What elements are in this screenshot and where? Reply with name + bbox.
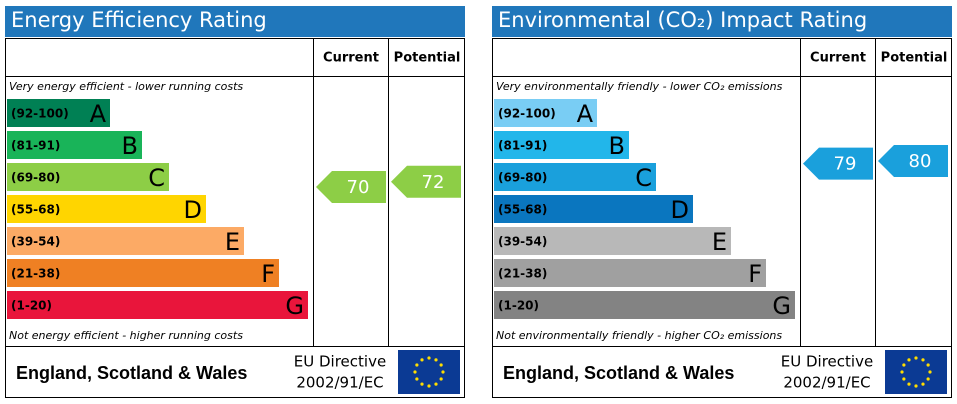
eu-star <box>427 356 431 360</box>
rating-band <box>494 291 795 319</box>
band-letter: F <box>261 260 275 288</box>
rating-band <box>7 227 244 255</box>
rating-arrow <box>803 147 873 180</box>
eu-star <box>439 363 443 367</box>
eu-star <box>434 358 438 362</box>
eu-star <box>921 358 925 362</box>
rating-band <box>494 195 693 223</box>
band-letter: G <box>772 292 791 320</box>
footer-directive: EU Directive <box>294 353 386 371</box>
band-range: (1-20) <box>11 299 52 313</box>
bottom-note: Not environmentally friendly - higher CO… <box>496 329 782 342</box>
eu-star <box>926 377 930 381</box>
panel-frame <box>5 38 465 398</box>
band-letter: B <box>122 132 138 160</box>
band-letter: B <box>609 132 625 160</box>
band-range: (39-54) <box>11 235 60 249</box>
band-letter: D <box>184 196 202 224</box>
rating-value: 80 <box>909 151 932 172</box>
rating-value: 79 <box>834 154 857 175</box>
rating-band <box>7 163 169 191</box>
eu-star <box>902 363 906 367</box>
band-letter: G <box>285 292 304 320</box>
eu-star <box>914 384 918 388</box>
footer-region: England, Scotland & Wales <box>16 363 247 383</box>
band-range: (55-68) <box>11 203 60 217</box>
eu-star <box>441 370 445 374</box>
band-range: (81-91) <box>11 139 60 153</box>
eu-star <box>434 382 438 386</box>
band-letter: C <box>148 164 165 192</box>
band-range: (81-91) <box>498 139 547 153</box>
band-range: (92-100) <box>498 107 556 121</box>
eu-star <box>902 377 906 381</box>
eu-star <box>420 382 424 386</box>
rating-band <box>494 163 656 191</box>
rating-arrow <box>391 165 461 198</box>
band-letter: C <box>635 164 652 192</box>
column-header: Current <box>810 51 866 66</box>
rating-band <box>7 99 110 127</box>
band-range: (21-38) <box>498 267 547 281</box>
column-header: Potential <box>394 51 461 66</box>
eu-star <box>415 377 419 381</box>
eu-star <box>926 363 930 367</box>
band-range: (55-68) <box>498 203 547 217</box>
band-range: (39-54) <box>498 235 547 249</box>
footer-directive: 2002/91/EC <box>296 374 383 392</box>
column-header: Current <box>323 51 379 66</box>
rating-band <box>7 259 279 287</box>
rating-arrow <box>878 145 948 177</box>
rating-band <box>494 131 629 159</box>
eu-star <box>921 382 925 386</box>
panel-frame <box>492 38 952 398</box>
rating-band <box>494 99 597 127</box>
band-letter: E <box>712 228 727 256</box>
footer-directive: 2002/91/EC <box>783 374 870 392</box>
eu-star <box>415 363 419 367</box>
bottom-note: Not energy efficient - higher running co… <box>9 329 243 342</box>
rating-arrow <box>316 171 386 203</box>
footer-directive: EU Directive <box>781 353 873 371</box>
band-range: (92-100) <box>11 107 69 121</box>
rating-value: 70 <box>347 177 370 198</box>
eu-star <box>907 358 911 362</box>
band-letter: E <box>225 228 240 256</box>
band-range: (21-38) <box>11 267 60 281</box>
rating-band <box>494 259 766 287</box>
eu-star <box>914 356 918 360</box>
band-range: (69-80) <box>11 171 60 185</box>
band-letter: F <box>748 260 762 288</box>
rating-band <box>7 291 308 319</box>
footer-region: England, Scotland & Wales <box>503 363 734 383</box>
column-header: Potential <box>881 51 948 66</box>
band-range: (69-80) <box>498 171 547 185</box>
panel-title: Energy Efficiency Rating <box>11 8 267 32</box>
title-bar <box>5 6 465 37</box>
eu-star <box>427 384 431 388</box>
band-range: (1-20) <box>498 299 539 313</box>
eu-star <box>420 358 424 362</box>
band-letter: A <box>90 100 107 128</box>
eu-star <box>900 370 904 374</box>
top-note: Very energy efficient - lower running co… <box>9 80 243 93</box>
eu-star <box>907 382 911 386</box>
eu-star <box>439 377 443 381</box>
band-letter: A <box>577 100 594 128</box>
rating-band <box>7 131 142 159</box>
top-note: Very environmentally friendly - lower CO… <box>496 80 783 93</box>
eu-star <box>928 370 932 374</box>
rating-band <box>7 195 206 223</box>
title-bar <box>492 6 952 37</box>
panel-title: Environmental (CO₂) Impact Rating <box>498 8 867 32</box>
band-letter: D <box>671 196 689 224</box>
rating-band <box>494 227 731 255</box>
rating-value: 72 <box>422 172 445 193</box>
eu-star <box>413 370 417 374</box>
